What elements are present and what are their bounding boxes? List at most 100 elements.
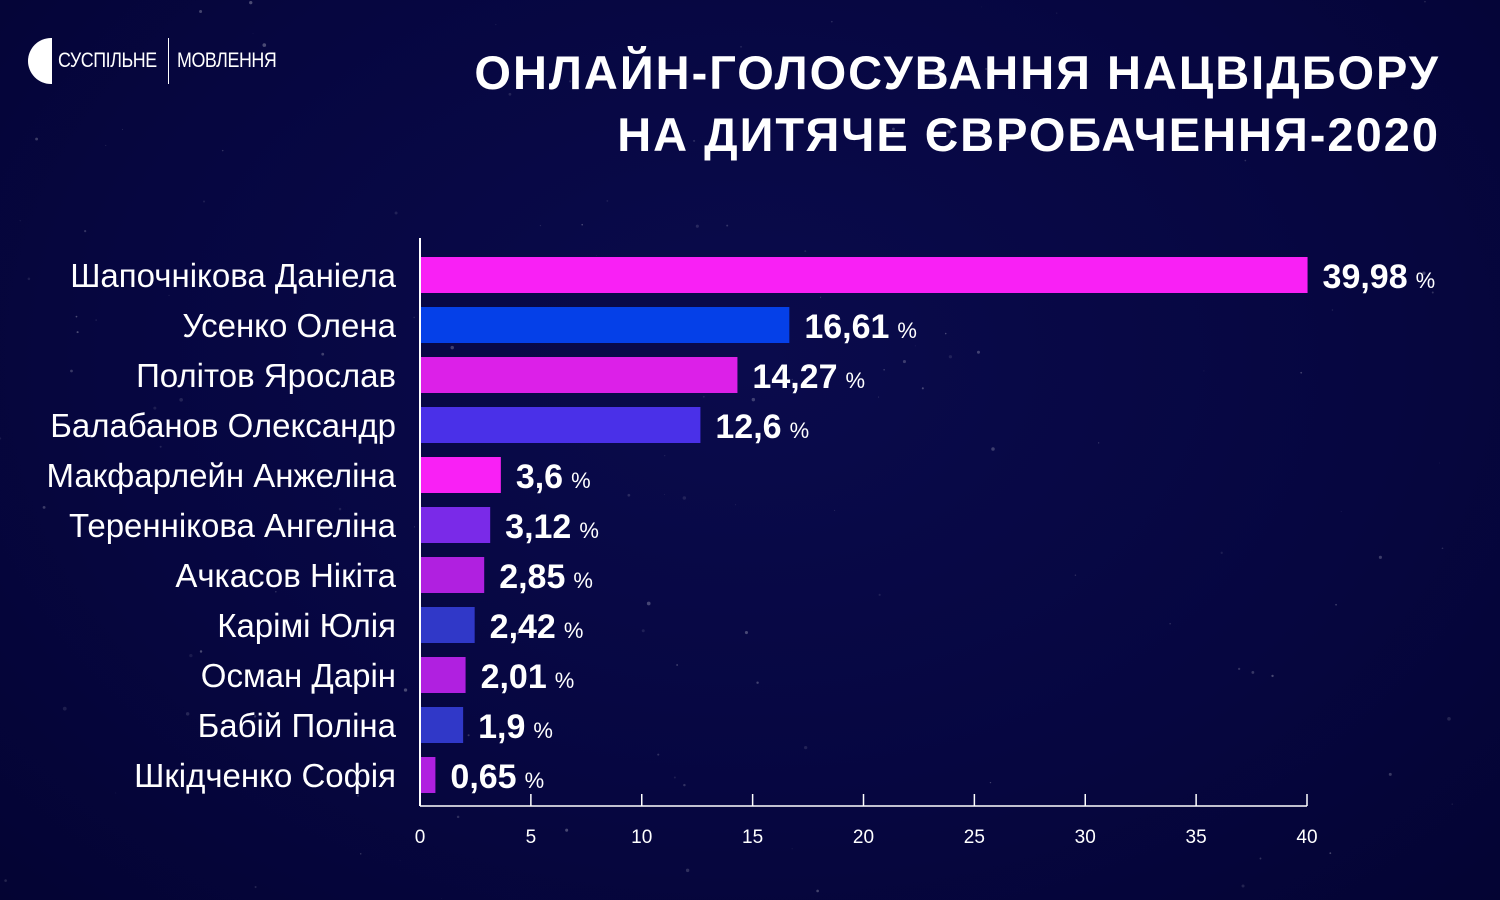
star [695,224,699,228]
category-label: Балабанов Олександр [50,407,396,444]
star [1241,884,1245,888]
star [1340,511,1342,513]
star [1244,159,1247,162]
star [804,250,807,252]
star [299,474,301,476]
value-label: 12,6% [715,408,809,446]
star [189,653,193,658]
star [70,369,73,373]
bar [421,657,466,693]
star [279,273,280,274]
x-tick-label: 20 [853,827,874,848]
star [450,345,454,350]
star [986,137,990,141]
star [935,76,937,79]
star [676,664,678,666]
star [658,66,663,70]
star [199,9,203,13]
star [928,89,930,90]
bar [421,707,464,743]
star [19,220,21,222]
star [820,296,822,298]
star [253,715,257,718]
star [1335,603,1337,606]
star [179,397,183,402]
star [1422,271,1426,275]
x-tick-label: 0 [415,827,426,848]
value-label: 2,85% [499,558,593,596]
category-label: Осман Дарін [201,657,396,694]
star [740,46,742,48]
star [682,496,687,500]
star [878,396,880,398]
value-label: 1,9% [478,708,553,746]
title-line-1: ОНЛАЙН-ГОЛОСУВАННЯ НАЦВІДБОРУ [474,46,1440,99]
star [606,199,609,202]
category-label: Ачкасов Нікіта [175,557,396,594]
bar [421,757,436,793]
star [4,879,7,882]
value-label: 39,98% [1323,258,1436,296]
star [683,783,686,787]
star [726,224,729,227]
chart-title: ОНЛАЙН-ГОЛОСУВАННЯ НАЦВІДБОРУ НА ДИТЯЧЕ … [474,42,1440,166]
star [495,24,497,26]
star [275,591,277,593]
x-tick-label: 35 [1186,827,1207,848]
star [75,315,78,318]
x-tick-label: 5 [526,827,537,848]
star [804,746,808,750]
star [1056,12,1058,14]
star [360,853,362,855]
star [1388,772,1392,776]
star [947,130,951,134]
star [413,316,415,319]
star [985,67,988,71]
star [185,712,190,716]
value-label: 3,12% [505,508,599,546]
star [664,494,665,495]
star [1271,674,1274,678]
x-tick-label: 25 [964,827,985,848]
value-label: 16,61% [804,308,917,346]
star [202,200,206,203]
star [902,360,906,364]
star [159,445,162,448]
star [830,20,833,23]
star [664,455,666,457]
star [1329,852,1332,855]
star [702,395,705,398]
star [168,294,170,296]
star [467,734,470,737]
x-tick-label: 30 [1075,827,1096,848]
star [756,681,759,684]
star [517,566,519,568]
value-label: 2,42% [490,608,584,646]
star [0,437,2,440]
star [539,224,542,227]
title-line-2: НА ДИТЯЧЕ ЄВРОБАЧЕННЯ-2020 [617,108,1440,161]
star [441,898,443,900]
star [62,706,67,711]
category-label: Шапочнікова Даніела [70,257,396,294]
star [581,223,584,226]
star [362,468,366,471]
star [379,426,381,428]
bar [421,407,701,443]
star [35,137,39,141]
star [892,127,895,131]
star [791,378,793,380]
star [1431,291,1434,294]
star [646,601,651,606]
bar [421,307,790,343]
star [834,509,836,511]
category-label: Тереннікова Ангеліна [69,507,397,544]
star [981,6,982,8]
star [254,886,257,889]
star [1441,547,1444,550]
x-tick-label: 15 [742,827,763,848]
star [262,43,267,47]
star [627,493,631,497]
star [456,815,460,819]
